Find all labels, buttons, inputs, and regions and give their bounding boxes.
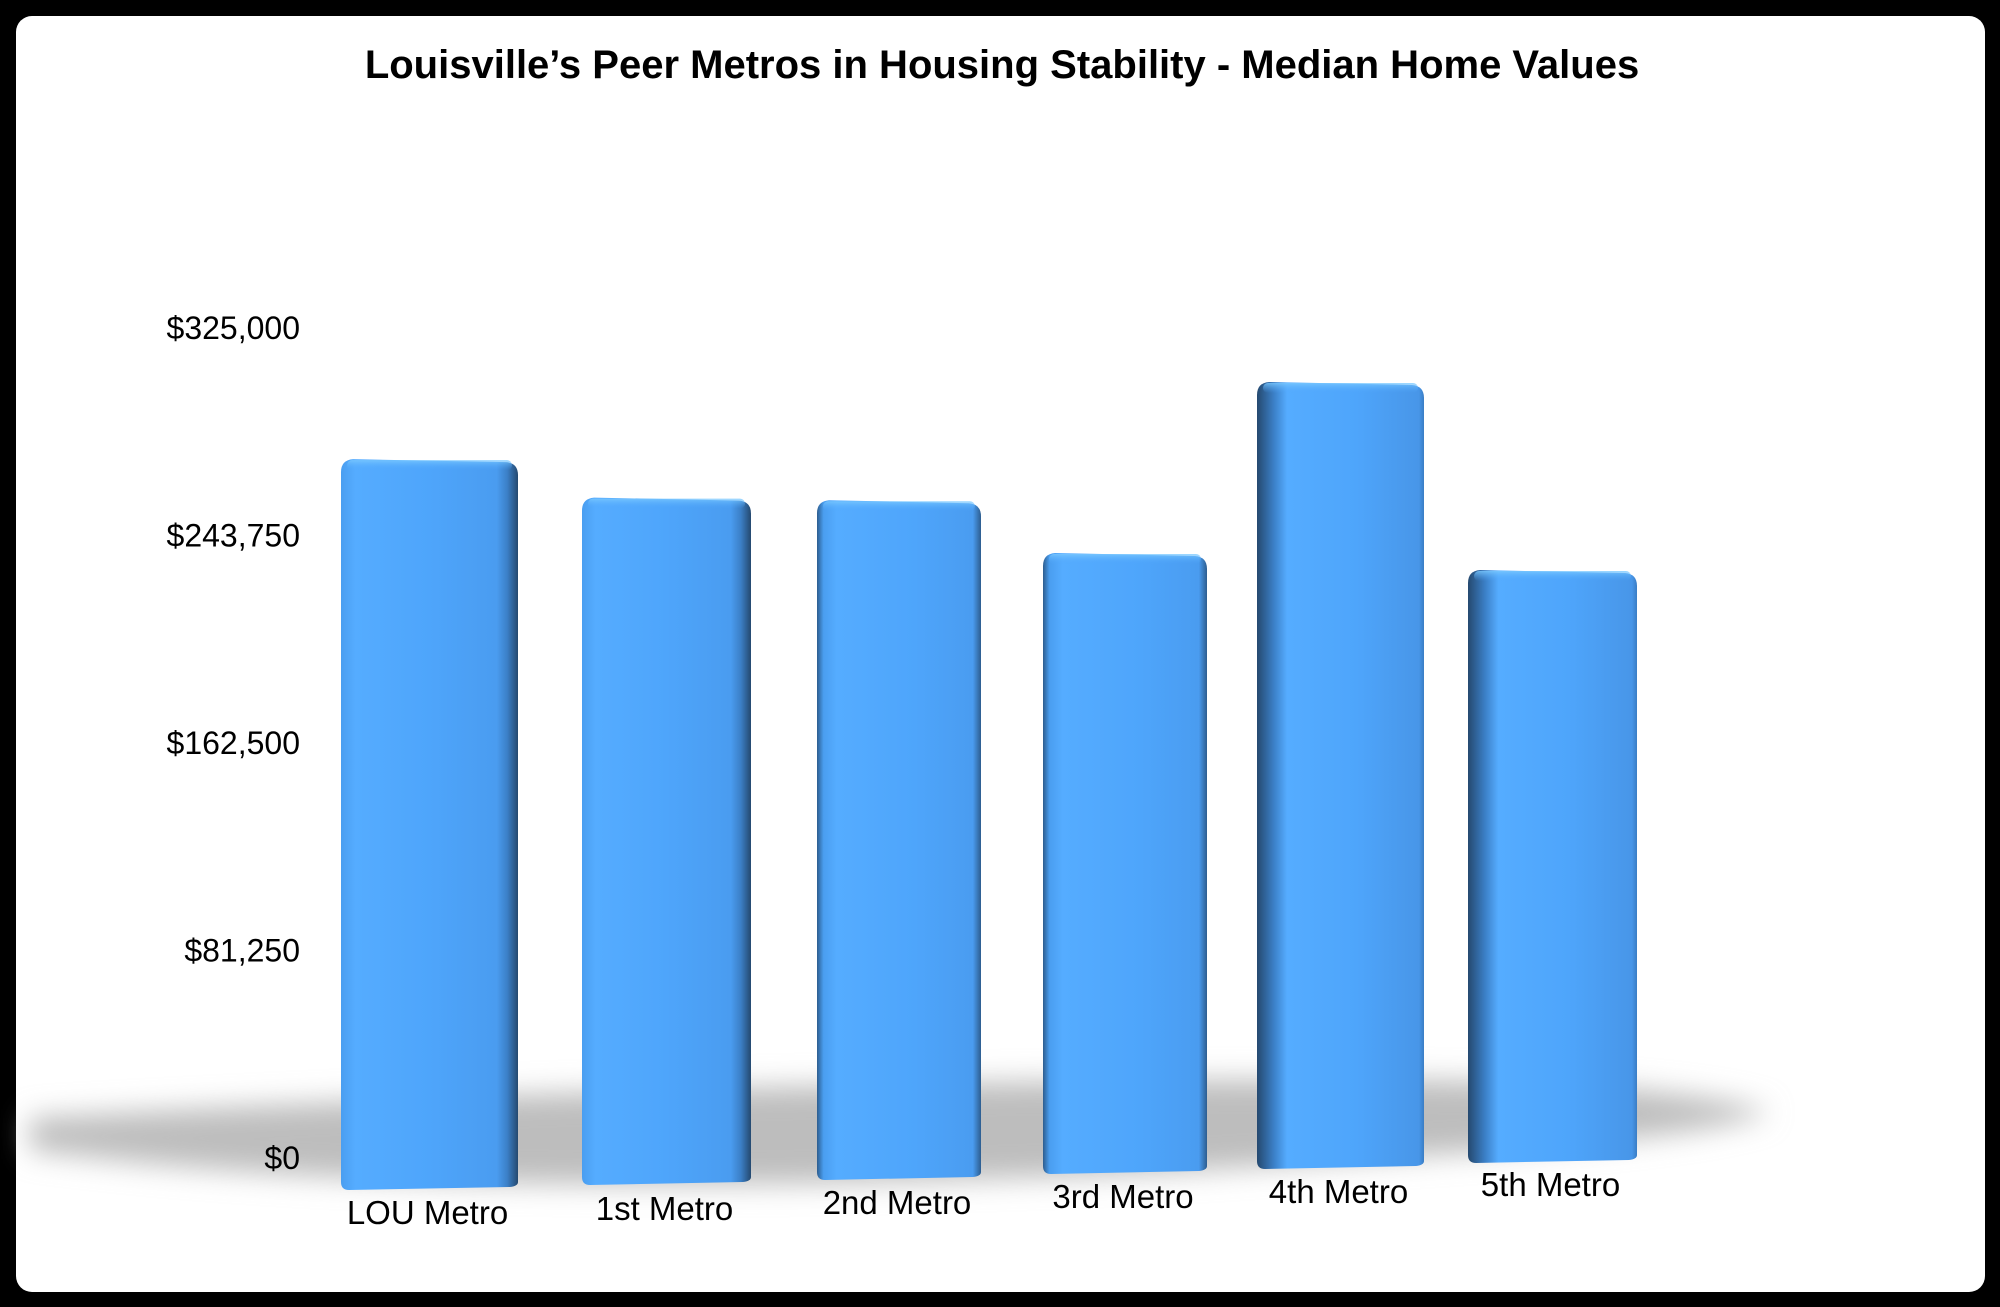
y-tick-label: $0: [264, 1140, 300, 1176]
x-tick-label: 3rd Metro: [1052, 1178, 1193, 1215]
y-tick-label: $243,750: [167, 518, 300, 554]
bar-5th-metro: [1468, 570, 1637, 1163]
bar-4th-metro: [1257, 381, 1424, 1169]
y-tick-label: $81,250: [184, 933, 300, 969]
chart-title: Louisville’s Peer Metros in Housing Stab…: [365, 43, 1639, 87]
y-axis-ticks: $0 $81,250 $162,500 $243,750 $325,000: [167, 310, 300, 1176]
bar-2nd-metro: [817, 500, 981, 1180]
x-tick-label: 1st Metro: [596, 1190, 734, 1227]
x-tick-label: 2nd Metro: [823, 1184, 972, 1221]
x-tick-label: LOU Metro: [347, 1194, 508, 1231]
y-tick-label: $325,000: [167, 310, 300, 346]
bar-top-highlight: [347, 460, 512, 471]
y-tick-label: $162,500: [167, 725, 300, 761]
bar-top-highlight: [1049, 553, 1201, 564]
bar-top-highlight: [1263, 382, 1418, 393]
bar-top-highlight: [1474, 571, 1631, 582]
x-tick-label: 4th Metro: [1269, 1173, 1408, 1210]
bar-body: [341, 459, 518, 1191]
bar-body: [817, 500, 981, 1180]
bar-body: [1468, 570, 1637, 1163]
bar-lou-metro: [341, 459, 518, 1191]
bar-top-highlight: [588, 498, 745, 509]
bar-body: [582, 497, 751, 1186]
x-axis-labels: LOU Metro 1st Metro 2nd Metro 3rd Metro 4th …: [347, 1166, 1620, 1231]
bar-1st-metro: [582, 497, 751, 1186]
bars: [341, 381, 1637, 1191]
bar-top-highlight: [823, 501, 975, 512]
bar-body: [1043, 552, 1207, 1174]
bar-body: [1257, 381, 1424, 1169]
x-tick-label: 5th Metro: [1481, 1166, 1620, 1203]
bar-3rd-metro: [1043, 552, 1207, 1174]
